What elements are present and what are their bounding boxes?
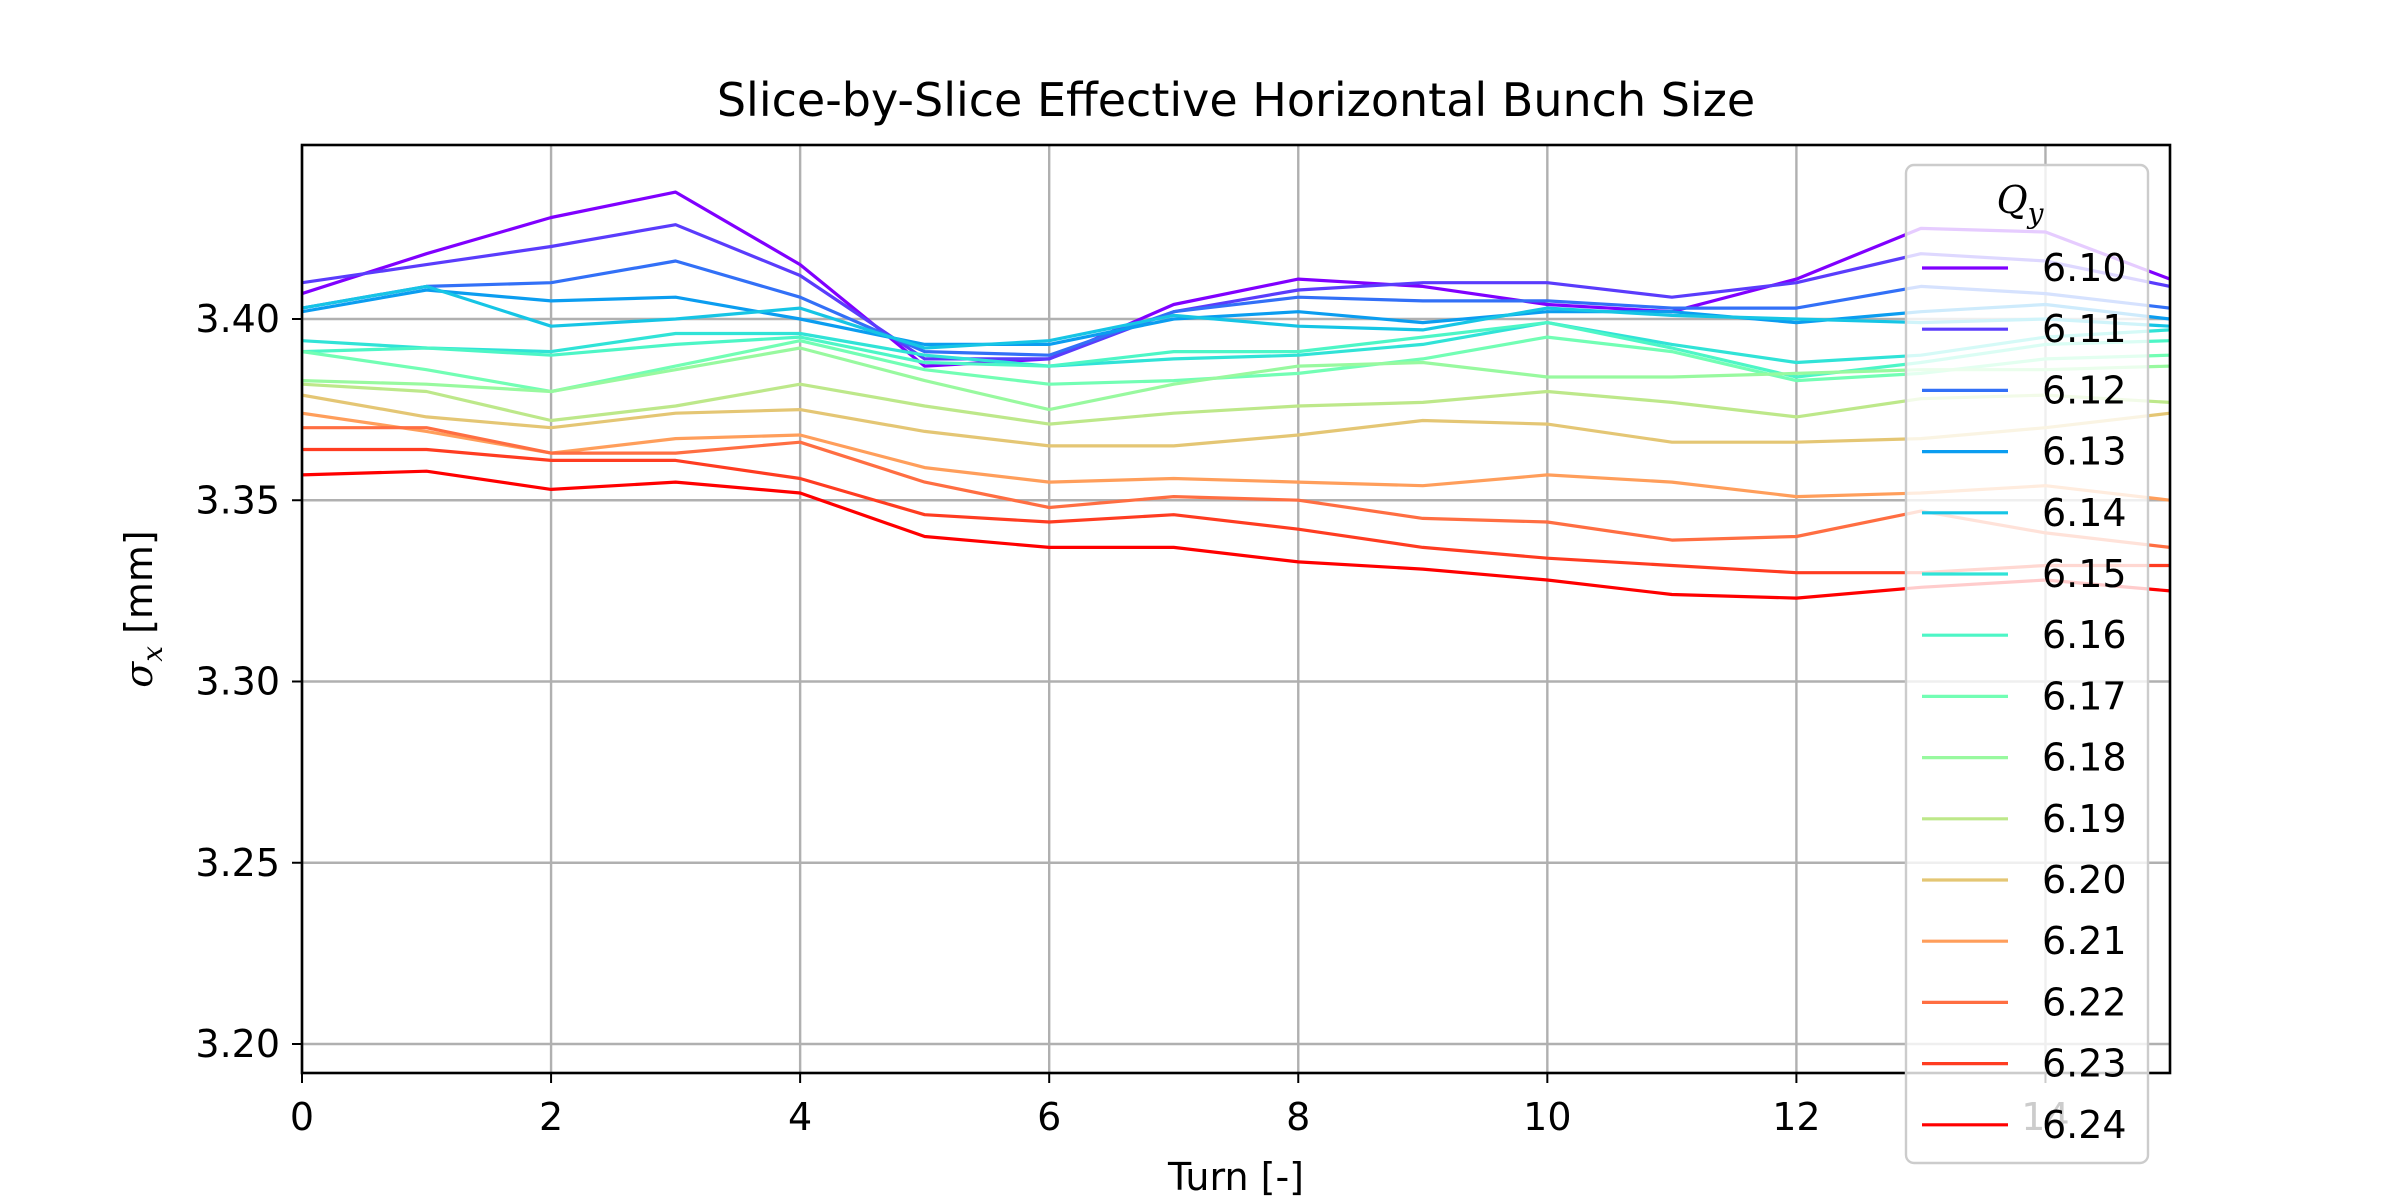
series-line-6.16 <box>302 321 2170 379</box>
legend-entries: 6.10 6.11 6.12 6.13 6.14 6.15 6.16 6.17 6.18 6.19… <box>1922 246 2127 1147</box>
legend-item: 6.19 <box>1922 797 2127 841</box>
legend-label: 6.20 <box>2042 858 2127 902</box>
series-line-6.23 <box>302 447 2170 575</box>
x-tick-label: 10 <box>1523 1095 1571 1139</box>
legend-label: 6.23 <box>2042 1042 2127 1086</box>
legend-item: 6.17 <box>1922 674 2127 718</box>
y-axis-label-subscript: x <box>136 646 169 662</box>
legend-item: 6.22 <box>1922 980 2127 1024</box>
x-axis-ticks: 02468101214 <box>290 1073 2070 1139</box>
legend-item: 6.11 <box>1922 307 2127 351</box>
legend-title-subscript: y <box>2026 197 2045 230</box>
series-line-6.11 <box>302 223 2170 361</box>
x-tick-label: 12 <box>1772 1095 1820 1139</box>
legend-label: 6.16 <box>2042 613 2127 657</box>
y-tick-label: 3.25 <box>195 841 280 885</box>
legend-label: 6.24 <box>2042 1103 2127 1147</box>
y-tick-label: 3.35 <box>195 478 280 522</box>
series-line-6.24 <box>302 469 2170 600</box>
legend-item: 6.20 <box>1922 858 2127 902</box>
legend-item: 6.23 <box>1922 1042 2127 1086</box>
legend-title-symbol: Q <box>1997 178 2028 222</box>
series-line-6.13 <box>302 288 2170 346</box>
y-tick-label: 3.30 <box>195 660 280 704</box>
legend-label: 6.13 <box>2042 430 2127 474</box>
series-line-6.19 <box>302 382 2170 426</box>
legend-label: 6.22 <box>2042 980 2127 1024</box>
legend-label: 6.21 <box>2042 919 2127 963</box>
legend-item: 6.15 <box>1922 552 2127 596</box>
legend: Qy 6.106.116.126.136.146.156.166.176.186… <box>1904 163 2150 1165</box>
legend-label: 6.14 <box>2042 491 2127 535</box>
series-line-6.21 <box>302 411 2170 502</box>
legend-item: 6.10 <box>1922 246 2127 290</box>
legend-label: 6.18 <box>2042 736 2127 780</box>
y-axis-label: σx [mm] <box>117 530 169 688</box>
legend-item: 6.21 <box>1922 919 2127 963</box>
y-axis-ticks: 3.20 3.25 3.30 3.35 3.40 <box>195 297 302 1066</box>
legend-label: 6.15 <box>2042 552 2127 596</box>
plot-frame <box>300 143 2172 1075</box>
x-tick-label: 4 <box>788 1095 812 1139</box>
legend-item: 6.24 <box>1922 1103 2127 1147</box>
series-line-6.15 <box>302 321 2170 368</box>
series-line-6.14 <box>302 284 2170 350</box>
legend-box <box>1904 163 2150 1165</box>
y-tick-label: 3.40 <box>195 297 280 341</box>
legend-label: 6.11 <box>2042 307 2127 351</box>
series-line-6.22 <box>302 426 2170 549</box>
series-line-6.10 <box>302 190 2170 368</box>
series-line-6.18 <box>302 346 2170 412</box>
y-axis-label-unit: [mm] <box>117 530 161 646</box>
legend-item: 6.13 <box>1922 430 2127 474</box>
series-line-6.12 <box>302 259 2170 357</box>
y-axis-label-symbol: σ <box>117 661 161 688</box>
chart-title: Slice-by-Slice Effective Horizontal Bunc… <box>717 73 1755 127</box>
x-tick-label: 2 <box>539 1095 563 1139</box>
legend-label: 6.19 <box>2042 797 2127 841</box>
legend-label: 6.17 <box>2042 674 2127 718</box>
x-tick-label: 8 <box>1286 1095 1310 1139</box>
legend-label: 6.10 <box>2042 246 2127 290</box>
series-line-6.17 <box>302 335 2170 394</box>
x-axis-label: Turn [-] <box>1167 1155 1304 1199</box>
grid <box>300 145 2170 1073</box>
series-lines <box>302 190 2170 600</box>
series-line-6.20 <box>302 393 2170 448</box>
legend-item: 6.18 <box>1922 736 2127 780</box>
legend-item: 6.12 <box>1922 368 2127 412</box>
legend-item: 6.14 <box>1922 491 2127 535</box>
y-tick-label: 3.20 <box>195 1022 280 1066</box>
legend-label: 6.12 <box>2042 368 2127 412</box>
legend-title: Qy <box>1997 178 2045 230</box>
legend-item: 6.16 <box>1922 613 2127 657</box>
x-tick-label: 0 <box>290 1095 314 1139</box>
x-tick-label: 6 <box>1037 1095 1061 1139</box>
